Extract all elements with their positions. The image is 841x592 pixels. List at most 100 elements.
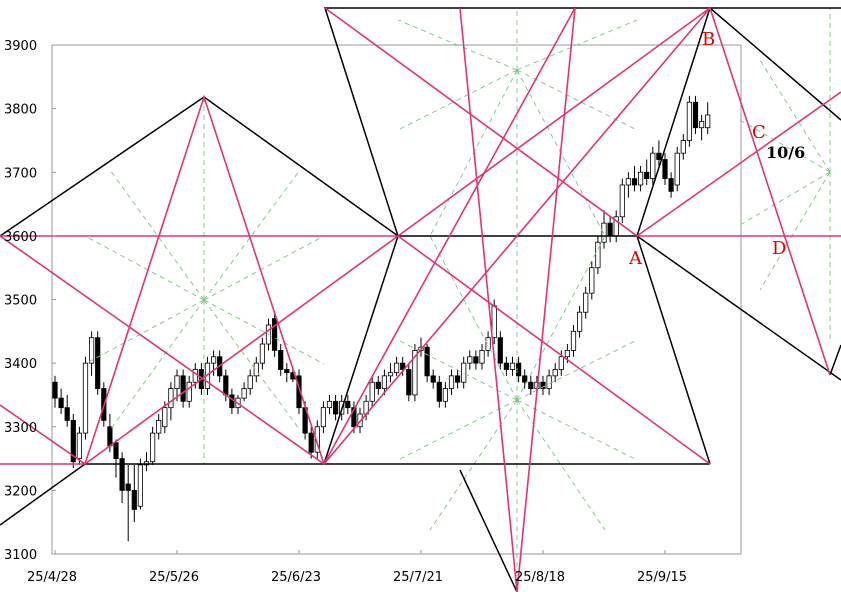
candle-body bbox=[271, 318, 278, 351]
y-tick-label: 3100 bbox=[4, 548, 37, 563]
candle-body bbox=[345, 400, 351, 409]
candle-body bbox=[442, 388, 449, 402]
candle-body bbox=[332, 400, 339, 415]
candle-body bbox=[387, 372, 394, 377]
x-tick-label: 25/4/28 bbox=[27, 570, 77, 585]
candle-body bbox=[64, 407, 70, 421]
x-tick-label: 25/6/23 bbox=[271, 570, 321, 585]
candle-body bbox=[369, 381, 375, 402]
candle-body bbox=[595, 241, 601, 269]
candle-body bbox=[406, 369, 412, 396]
candle-body bbox=[625, 178, 632, 186]
candle-body bbox=[174, 375, 180, 389]
candle-body bbox=[284, 369, 290, 374]
candle-body bbox=[412, 349, 418, 396]
candle-body bbox=[522, 375, 528, 383]
candle-body bbox=[326, 400, 333, 409]
y-tick-label: 3400 bbox=[4, 357, 37, 372]
label-b: B bbox=[702, 29, 715, 50]
overlay-lines bbox=[0, 7, 841, 592]
candle-body bbox=[656, 152, 662, 160]
candles bbox=[52, 95, 711, 542]
label-c: C bbox=[752, 122, 766, 143]
candle-body bbox=[223, 375, 229, 396]
candle-body bbox=[631, 178, 638, 186]
candle-body bbox=[186, 381, 192, 402]
candle-body bbox=[131, 489, 137, 510]
y-tick-label: 3700 bbox=[4, 166, 37, 181]
candle-body bbox=[210, 356, 217, 364]
guide bbox=[739, 8, 831, 340]
candle-body bbox=[393, 362, 400, 374]
candle-body bbox=[180, 375, 186, 402]
candle-body bbox=[461, 362, 467, 383]
candle-body bbox=[577, 311, 583, 332]
candle-body bbox=[149, 432, 156, 463]
candle-body bbox=[247, 375, 253, 389]
candle-body bbox=[686, 101, 693, 141]
candle-body bbox=[705, 114, 711, 129]
candle-body bbox=[76, 432, 82, 459]
candle-body bbox=[680, 140, 686, 154]
x-tick-label: 25/5/26 bbox=[149, 570, 199, 585]
candle-body bbox=[70, 419, 76, 463]
candle-body bbox=[448, 375, 455, 389]
overlay-green bbox=[84, 8, 831, 592]
plot-frame bbox=[51, 44, 742, 555]
guide bbox=[397, 235, 638, 592]
candle-body bbox=[82, 362, 89, 434]
candle-body bbox=[558, 356, 564, 370]
candle-body bbox=[503, 362, 510, 370]
candle-body bbox=[308, 432, 314, 453]
candle-body bbox=[570, 330, 577, 351]
candle-body bbox=[528, 381, 534, 389]
candle-body bbox=[229, 394, 235, 409]
label-a: A bbox=[628, 248, 643, 269]
candle-body bbox=[619, 184, 625, 218]
candle-body bbox=[241, 388, 247, 399]
candle-body bbox=[516, 362, 522, 377]
candle-body bbox=[692, 101, 699, 129]
candle-body bbox=[113, 442, 119, 459]
candle-body bbox=[467, 356, 473, 364]
candle-body bbox=[491, 305, 497, 339]
candle-body bbox=[607, 222, 613, 237]
candle-body bbox=[473, 356, 479, 364]
candle-body bbox=[644, 171, 650, 180]
y-tick-label: 3200 bbox=[4, 484, 37, 499]
label-d: D bbox=[772, 238, 786, 259]
candle-body bbox=[583, 292, 589, 313]
candle-body bbox=[589, 267, 595, 294]
y-tick-label: 3900 bbox=[4, 39, 37, 54]
candle-body bbox=[137, 464, 143, 507]
candle-body bbox=[381, 375, 388, 389]
candle-body bbox=[430, 375, 436, 383]
candle-body bbox=[509, 362, 516, 370]
x-tick-label: 25/8/18 bbox=[515, 570, 565, 585]
candle-body bbox=[497, 337, 503, 364]
candle-body bbox=[125, 483, 131, 491]
y-tick-label: 3600 bbox=[4, 230, 37, 245]
candle-body bbox=[564, 349, 571, 358]
candle-body bbox=[546, 375, 552, 389]
candle-body bbox=[674, 152, 680, 186]
candle-body bbox=[662, 159, 668, 180]
candle-body bbox=[351, 407, 357, 428]
candle-body bbox=[601, 222, 607, 243]
candle-body bbox=[668, 178, 674, 192]
candle-body bbox=[650, 152, 656, 180]
candle-body bbox=[400, 362, 406, 370]
x-tick-label: 25/7/21 bbox=[393, 570, 443, 585]
candle-body bbox=[259, 343, 266, 364]
candle-body bbox=[107, 426, 113, 447]
candle-body bbox=[52, 381, 58, 399]
candle-body bbox=[552, 369, 558, 377]
candle-body bbox=[424, 346, 430, 377]
candle-body bbox=[699, 120, 705, 129]
candle-body bbox=[95, 337, 101, 389]
y-tick-label: 3300 bbox=[4, 421, 37, 436]
candle-body bbox=[278, 349, 284, 370]
candle-body bbox=[454, 375, 461, 383]
candle-body bbox=[156, 419, 162, 434]
